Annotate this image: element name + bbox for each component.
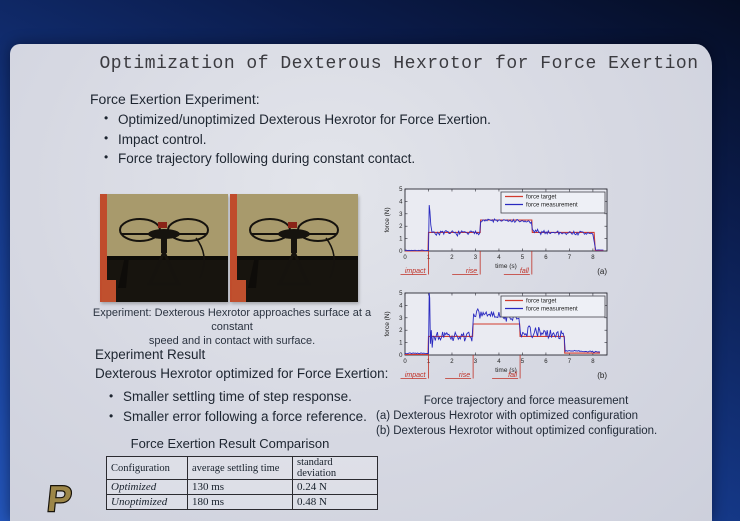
svg-text:force (N): force (N) — [384, 311, 391, 336]
photo-caption-line2: speed and in contact with surface. — [148, 335, 316, 347]
force-chart-optimized: 012345678012345time (s)force (N)force ta… — [384, 187, 608, 276]
svg-text:5: 5 — [521, 255, 525, 261]
purdue-p-letter: P — [45, 478, 73, 519]
svg-text:force measurement: force measurement — [526, 203, 578, 209]
svg-text:6: 6 — [544, 359, 548, 365]
svg-text:(b): (b) — [597, 371, 607, 380]
svg-text:8: 8 — [591, 359, 595, 365]
svg-text:4: 4 — [497, 255, 501, 261]
result-subheading: Dexterous Hexrotor optimized for Force E… — [95, 366, 389, 381]
experiment-photos — [100, 194, 358, 302]
cell-std-deviation: 0.24 N — [292, 479, 378, 495]
svg-text:7: 7 — [568, 255, 572, 261]
cell-std-deviation: 0.48 N — [292, 494, 378, 510]
table-row: Unoptimized 180 ms 0.48 N — [106, 494, 378, 510]
svg-text:5: 5 — [521, 359, 525, 365]
hexrotor-photo-left — [100, 194, 228, 302]
svg-text:fall: fall — [508, 372, 517, 379]
svg-text:force target: force target — [526, 195, 557, 201]
cell-settling-time: 180 ms — [187, 494, 293, 510]
experiment-heading: Force Exertion Experiment: — [90, 91, 260, 107]
slide: Optimization of Dexterous Hexrotor for F… — [10, 44, 712, 521]
list-item: Smaller settling time of step response. — [107, 386, 407, 407]
result-heading: Experiment Result — [95, 347, 206, 362]
result-bullet-list: Smaller settling time of step response. … — [107, 386, 407, 427]
svg-text:4: 4 — [399, 199, 403, 205]
list-item: Smaller error following a force referenc… — [107, 406, 407, 427]
svg-text:1: 1 — [399, 237, 403, 243]
col-header-configuration: Configuration — [106, 456, 188, 480]
table-header-row: Configuration average settling time stan… — [106, 456, 378, 480]
svg-text:0: 0 — [399, 353, 403, 359]
experiment-bullet-list: Optimized/unoptimized Dexterous Hexrotor… — [102, 109, 662, 169]
result-table: Configuration average settling time stan… — [106, 456, 378, 510]
figure-caption-line1: Force trajectory and force measurement — [423, 395, 629, 407]
svg-text:(a): (a) — [597, 267, 607, 276]
svg-text:0: 0 — [403, 255, 407, 261]
svg-text:6: 6 — [544, 255, 548, 261]
figure-caption-line2: (a) Dexterous Hexrotor with optimized co… — [376, 410, 639, 422]
svg-text:2: 2 — [450, 359, 454, 365]
svg-text:force measurement: force measurement — [526, 307, 578, 313]
svg-text:2: 2 — [399, 224, 403, 230]
purdue-logo: P — [44, 477, 75, 520]
svg-text:2: 2 — [399, 328, 403, 334]
photo-caption: Experiment: Dexterous Hexrotor approache… — [82, 306, 382, 348]
svg-text:fall: fall — [520, 268, 529, 275]
table-row: Optimized 130 ms 0.24 N — [106, 479, 378, 495]
svg-text:5: 5 — [399, 187, 403, 193]
svg-text:force target: force target — [526, 299, 557, 305]
svg-text:time (s): time (s) — [495, 367, 517, 374]
figure-caption: Force trajectory and force measurement (… — [376, 394, 676, 439]
list-item: Force trajectory following during consta… — [102, 148, 662, 169]
cell-settling-time: 130 ms — [187, 479, 293, 495]
svg-text:8: 8 — [591, 255, 595, 261]
svg-text:3: 3 — [474, 359, 478, 365]
svg-text:5: 5 — [399, 291, 403, 297]
svg-text:1: 1 — [399, 341, 403, 347]
svg-text:time (s): time (s) — [495, 263, 517, 270]
hexrotor-photo-right — [230, 194, 358, 302]
force-chart-unoptimized: 012345678012345time (s)force (N)force ta… — [384, 291, 608, 380]
figure-caption-line3: (b) Dexterous Hexrotor without optimized… — [376, 425, 658, 437]
svg-text:3: 3 — [399, 212, 403, 218]
table-title: Force Exertion Result Comparison — [130, 436, 330, 451]
photo-caption-line1: Experiment: Dexterous Hexrotor approache… — [92, 307, 372, 333]
col-header-std-deviation: standard deviation — [292, 456, 378, 480]
svg-text:impact: impact — [405, 268, 427, 275]
hexrotor-photo-illustration — [230, 194, 358, 302]
svg-text:4: 4 — [399, 303, 403, 309]
svg-text:rise: rise — [466, 268, 477, 275]
cell-configuration: Unoptimized — [106, 494, 188, 510]
svg-text:3: 3 — [474, 255, 478, 261]
list-item: Optimized/unoptimized Dexterous Hexrotor… — [102, 109, 662, 130]
svg-text:rise: rise — [459, 372, 470, 379]
hexrotor-photo-illustration — [100, 194, 228, 302]
svg-text:2: 2 — [450, 255, 454, 261]
list-item: Impact control. — [102, 129, 662, 150]
svg-text:7: 7 — [568, 359, 572, 365]
cell-configuration: Optimized — [106, 479, 188, 495]
svg-text:3: 3 — [399, 316, 403, 322]
svg-text:0: 0 — [399, 249, 403, 255]
svg-text:force (N): force (N) — [384, 207, 391, 232]
svg-text:4: 4 — [497, 359, 501, 365]
svg-text:impact: impact — [405, 372, 427, 379]
svg-text:0: 0 — [403, 359, 407, 365]
col-header-settling-time: average settling time — [187, 456, 293, 480]
slide-title: Optimization of Dexterous Hexrotor for F… — [99, 54, 699, 74]
